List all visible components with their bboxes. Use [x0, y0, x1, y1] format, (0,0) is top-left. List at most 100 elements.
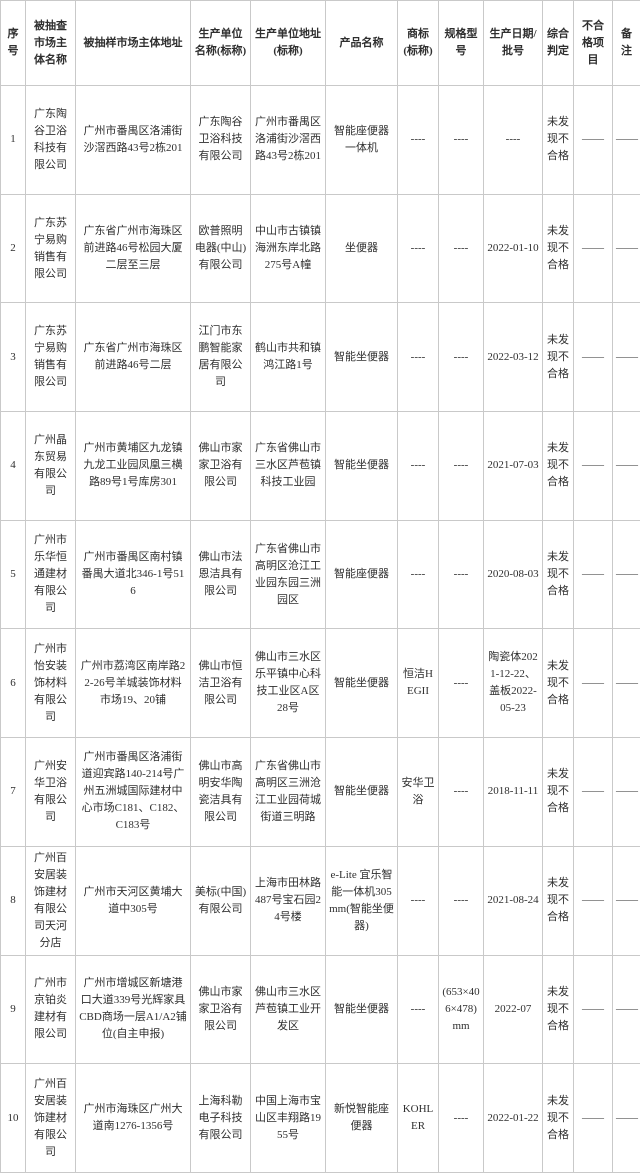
table-cell-product-name: 坐便器 [325, 193, 398, 304]
table-cell-entity-address: 广州市海珠区广州大道南1276-1356号 [75, 1063, 191, 1173]
column-header-verdict: 综合判定 [542, 0, 574, 86]
table-cell-producer-name: 佛山市家家卫浴有限公司 [190, 954, 251, 1065]
table-row: 1 广东陶谷卫浴科技有限公司 广州市番禺区洛浦街沙滘西路43号2栋201 广东陶谷卫浴… [0, 85, 640, 195]
table-cell-trademark: ---- [397, 193, 439, 304]
table-cell-model: ---- [438, 628, 484, 739]
table-cell-production-date: 2018-11-11 [483, 737, 543, 847]
table-cell-seq: 1 [0, 85, 26, 195]
table-cell-seq: 5 [0, 519, 26, 630]
column-header-producer-name: 生产单位名称(标称) [190, 0, 251, 86]
table-cell-producer-name: 佛山市恒洁卫浴有限公司 [190, 628, 251, 739]
table-cell-verdict: 未发现不合格 [542, 302, 574, 413]
table-cell-product-name: 智能座便器一体机 [325, 85, 398, 195]
table-cell-production-date: 2021-07-03 [483, 411, 543, 521]
table-cell-entity-name: 广州市怡安装饰材料有限公司 [25, 628, 76, 739]
table-cell-entity-address: 广州市番禺区洛浦街沙滘西路43号2栋201 [75, 85, 191, 195]
table-cell-producer-name: 美标(中国)有限公司 [190, 845, 251, 956]
table-cell-entity-address: 广东省广州市海珠区前进路46号松园大厦二层至三层 [75, 193, 191, 304]
table-cell-model: ---- [438, 1063, 484, 1173]
table-cell-producer-address: 佛山市三水区芦苞镇工业开发区 [250, 954, 326, 1065]
table-cell-entity-address: 广州市黄埔区九龙镇九龙工业园凤凰三横路89号1号库房301 [75, 411, 191, 521]
table-cell-entity-name: 广州百安居装饰建材有限公司天河分店 [25, 845, 76, 956]
table-cell-remarks: —— [612, 193, 640, 304]
table-cell-verdict: 未发现不合格 [542, 737, 574, 847]
column-header-entity-name: 被抽查市场主体名称 [25, 0, 76, 86]
column-header-production-date: 生产日期/批号 [483, 0, 543, 86]
table-cell-model: ---- [438, 193, 484, 304]
table-cell-producer-address: 鹤山市共和镇鸿江路1号 [250, 302, 326, 413]
table-cell-seq: 7 [0, 737, 26, 847]
table-cell-trademark: ---- [397, 954, 439, 1065]
table-row: 7 广州安华卫浴有限公司 广州市番禺区洛浦街道迎宾路140-214号广州五洲城国际建… [0, 737, 640, 847]
table-cell-failed-items: —— [573, 1063, 613, 1173]
table-cell-verdict: 未发现不合格 [542, 85, 574, 195]
column-header-failed-items: 不合格项目 [573, 0, 613, 86]
table-cell-remarks: —— [612, 411, 640, 521]
table-cell-verdict: 未发现不合格 [542, 519, 574, 630]
table-cell-producer-address: 中山市古镇镇海洲东岸北路275号A幢 [250, 193, 326, 304]
column-header-producer-address: 生产单位地址(标称) [250, 0, 326, 86]
table-cell-producer-address: 广州市番禺区洛浦街沙滘西路43号2栋201 [250, 85, 326, 195]
table-cell-producer-name: 上海科勒电子科技有限公司 [190, 1063, 251, 1173]
table-cell-seq: 9 [0, 954, 26, 1065]
table-cell-producer-name: 欧普照明电器(中山)有限公司 [190, 193, 251, 304]
table-cell-entity-name: 广州晶东贸易有限公司 [25, 411, 76, 521]
table-cell-entity-address: 广州市增城区新塘港口大道339号光辉家具CBD商场一层A1/A2铺位(自主申报) [75, 954, 191, 1065]
table-cell-verdict: 未发现不合格 [542, 845, 574, 956]
table-cell-remarks: —— [612, 737, 640, 847]
table-cell-trademark: ---- [397, 519, 439, 630]
table-cell-producer-name: 江门市东鹏智能家居有限公司 [190, 302, 251, 413]
table-cell-trademark: ---- [397, 411, 439, 521]
table-cell-product-name: 智能座便器 [325, 519, 398, 630]
table-cell-remarks: —— [612, 628, 640, 739]
table-cell-producer-name: 广东陶谷卫浴科技有限公司 [190, 85, 251, 195]
table-cell-producer-address: 佛山市三水区乐平镇中心科技工业区A区28号 [250, 628, 326, 739]
table-cell-remarks: —— [612, 302, 640, 413]
column-header-product-name: 产品名称 [325, 0, 398, 86]
table-cell-model: ---- [438, 411, 484, 521]
table-cell-production-date: 2022-01-22 [483, 1063, 543, 1173]
table-header: 序号 被抽查市场主体名称 被抽样市场主体地址 生产单位名称(标称) 生产单位地址(标称)… [0, 0, 640, 86]
table-row: 8 广州百安居装饰建材有限公司天河分店 广州市天河区黄埔大道中305号 美标(中国)有… [0, 845, 640, 956]
table-cell-production-date: 2022-03-12 [483, 302, 543, 413]
table-cell-failed-items: —— [573, 302, 613, 413]
table-cell-producer-address: 广东省佛山市高明区三洲沧江工业园荷城街道三明路 [250, 737, 326, 847]
table-cell-seq: 2 [0, 193, 26, 304]
table-cell-entity-name: 广东苏宁易购销售有限公司 [25, 193, 76, 304]
table-cell-model: ---- [438, 519, 484, 630]
table-cell-production-date: 2021-08-24 [483, 845, 543, 956]
table-cell-failed-items: —— [573, 85, 613, 195]
column-header-entity-address: 被抽样市场主体地址 [75, 0, 191, 86]
table-cell-producer-address: 上海市田林路487号宝石园24号楼 [250, 845, 326, 956]
column-header-seq: 序号 [0, 0, 26, 86]
table-cell-production-date: 2022-01-10 [483, 193, 543, 304]
table-cell-remarks: —— [612, 1063, 640, 1173]
column-header-trademark: 商标(标称) [397, 0, 439, 86]
table-cell-failed-items: —— [573, 519, 613, 630]
table-cell-remarks: —— [612, 85, 640, 195]
table-cell-model: (653×406×478)mm [438, 954, 484, 1065]
table-cell-producer-name: 佛山市高明安华陶瓷洁具有限公司 [190, 737, 251, 847]
table-cell-producer-address: 广东省佛山市高明区沧江工业园东园三洲园区 [250, 519, 326, 630]
table-cell-failed-items: —— [573, 737, 613, 847]
table-cell-product-name: 智能坐便器 [325, 411, 398, 521]
column-header-remarks: 备注 [612, 0, 640, 86]
table-cell-seq: 4 [0, 411, 26, 521]
table-cell-remarks: —— [612, 519, 640, 630]
table-cell-entity-address: 广州市荔湾区南岸路22-26号羊城装饰材料市场19、20铺 [75, 628, 191, 739]
table-cell-remarks: —— [612, 954, 640, 1065]
table-cell-remarks: —— [612, 845, 640, 956]
table-cell-trademark: 恒洁HEGII [397, 628, 439, 739]
table-cell-seq: 10 [0, 1063, 26, 1173]
table-cell-product-name: e-Lite 宜乐智能一体机305mm(智能坐便器) [325, 845, 398, 956]
table-cell-model: ---- [438, 302, 484, 413]
table-cell-production-date: 2022-07 [483, 954, 543, 1065]
table-cell-seq: 6 [0, 628, 26, 739]
table-cell-model: ---- [438, 85, 484, 195]
table-cell-product-name: 新悦智能座便器 [325, 1063, 398, 1173]
table-cell-verdict: 未发现不合格 [542, 628, 574, 739]
table-cell-trademark: 安华卫浴 [397, 737, 439, 847]
table-cell-trademark: KOHLER [397, 1063, 439, 1173]
